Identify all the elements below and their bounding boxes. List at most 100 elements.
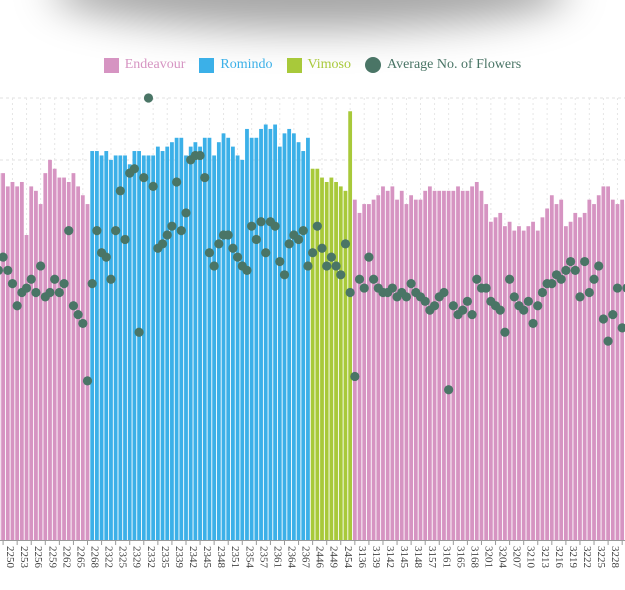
bar-2353[interactable] xyxy=(240,159,245,540)
avg-flowers-point[interactable] xyxy=(612,283,623,293)
avg-flowers-point[interactable] xyxy=(519,305,529,315)
avg-flowers-point[interactable] xyxy=(228,243,238,253)
bar-2365[interactable] xyxy=(296,142,301,540)
avg-flowers-point[interactable] xyxy=(195,150,205,161)
bar-2445[interactable] xyxy=(310,168,315,540)
bar-2324[interactable] xyxy=(104,151,109,541)
bar-2334[interactable] xyxy=(151,155,156,540)
avg-flowers-point[interactable] xyxy=(162,230,172,240)
avg-flowers-point[interactable] xyxy=(129,164,140,174)
bar-3180[interactable] xyxy=(563,226,568,540)
avg-flowers-point[interactable] xyxy=(340,239,351,249)
bar-3143[interactable] xyxy=(390,186,395,540)
avg-flowers-point[interactable] xyxy=(467,309,477,320)
bar-3163[interactable] xyxy=(484,204,489,540)
bar-2326[interactable] xyxy=(113,155,118,540)
avg-flowers-point[interactable] xyxy=(214,239,224,249)
avg-flowers-point[interactable] xyxy=(617,323,625,333)
bar-3179[interactable] xyxy=(559,199,564,540)
avg-flowers-point[interactable] xyxy=(256,217,266,227)
avg-flowers-point[interactable] xyxy=(204,248,215,258)
bar-2342[interactable] xyxy=(188,146,193,540)
bar-2327[interactable] xyxy=(118,155,123,540)
bar-2252[interactable] xyxy=(10,181,15,541)
avg-flowers-point[interactable] xyxy=(598,314,609,324)
bar-2346[interactable] xyxy=(207,137,212,540)
avg-flowers-point[interactable] xyxy=(533,301,543,311)
bar-2348[interactable] xyxy=(216,142,221,540)
bar-3171[interactable] xyxy=(521,230,526,540)
legend-item-endeavour[interactable]: Endeavour xyxy=(103,57,185,73)
bar-2323[interactable] xyxy=(99,155,104,540)
bar-2254[interactable] xyxy=(19,181,24,541)
avg-flowers-point[interactable] xyxy=(345,287,355,298)
bar-3177[interactable] xyxy=(549,195,554,541)
bar-2447[interactable] xyxy=(320,177,324,540)
avg-flowers-point[interactable] xyxy=(87,279,97,289)
bar-3137[interactable] xyxy=(362,204,367,540)
avg-flowers-point[interactable] xyxy=(275,256,285,267)
bar-3165[interactable] xyxy=(493,217,498,540)
avg-flowers-point[interactable] xyxy=(561,265,571,275)
bar-2259[interactable] xyxy=(43,173,48,540)
avg-flowers-point[interactable] xyxy=(401,292,412,302)
bar-3184[interactable] xyxy=(582,212,587,541)
avg-flowers-point[interactable] xyxy=(537,287,548,298)
avg-flowers-point[interactable] xyxy=(31,287,41,298)
avg-flowers-point[interactable] xyxy=(359,283,369,293)
bar-2331[interactable] xyxy=(137,151,141,541)
avg-flowers-point[interactable] xyxy=(350,371,360,382)
bar-3135[interactable] xyxy=(352,199,357,540)
bar-2329[interactable] xyxy=(127,164,132,541)
bar-2339[interactable] xyxy=(174,137,179,540)
bar-2351[interactable] xyxy=(231,146,235,540)
bar-3173[interactable] xyxy=(531,221,535,540)
avg-flowers-point[interactable] xyxy=(0,266,3,275)
avg-flowers-point[interactable] xyxy=(45,287,55,298)
avg-flowers-point[interactable] xyxy=(495,305,505,315)
bar-3183[interactable] xyxy=(578,217,582,540)
avg-flowers-point[interactable] xyxy=(284,239,294,249)
bar-2255[interactable] xyxy=(24,235,29,540)
avg-flowers-point[interactable] xyxy=(575,292,585,302)
bar-3172[interactable] xyxy=(526,226,531,540)
bar-2253[interactable] xyxy=(15,186,20,540)
bar-2264[interactable] xyxy=(66,181,71,541)
avg-flowers-point[interactable] xyxy=(59,279,69,289)
avg-flowers-point[interactable] xyxy=(242,265,252,275)
bar-2360[interactable] xyxy=(273,124,278,541)
avg-flowers-point[interactable] xyxy=(111,226,121,236)
avg-flowers-point[interactable] xyxy=(172,177,182,187)
bar-3162[interactable] xyxy=(479,190,484,540)
avg-flowers-point[interactable] xyxy=(580,256,590,267)
avg-flowers-point[interactable] xyxy=(448,301,458,311)
avg-flowers-point[interactable] xyxy=(106,274,116,284)
avg-flowers-point[interactable] xyxy=(223,230,233,240)
bar-3142[interactable] xyxy=(385,190,390,540)
bar-2344[interactable] xyxy=(198,146,202,540)
bar-2256[interactable] xyxy=(29,186,34,540)
bar-2450[interactable] xyxy=(334,181,338,541)
bar-3144[interactable] xyxy=(395,199,399,540)
bar-3168[interactable] xyxy=(507,221,512,540)
avg-flowers-point[interactable] xyxy=(54,287,64,298)
avg-flowers-point[interactable] xyxy=(261,248,271,258)
bar-2332[interactable] xyxy=(141,155,146,540)
avg-flowers-point[interactable] xyxy=(420,296,430,306)
bar-2338[interactable] xyxy=(170,142,174,540)
bar-2363[interactable] xyxy=(287,128,292,540)
avg-flowers-point[interactable] xyxy=(603,336,613,346)
bar-2262[interactable] xyxy=(57,177,62,540)
avg-flowers-point[interactable] xyxy=(444,385,454,395)
avg-flowers-point[interactable] xyxy=(36,261,46,271)
bar-2257[interactable] xyxy=(34,190,38,540)
bar-2263[interactable] xyxy=(62,177,66,540)
bar-2366[interactable] xyxy=(301,151,306,541)
avg-flowers-point[interactable] xyxy=(120,234,130,245)
avg-flowers-point[interactable] xyxy=(584,287,594,298)
bar-2361[interactable] xyxy=(277,146,282,540)
bar-3169[interactable] xyxy=(512,230,517,540)
bar-3164[interactable] xyxy=(488,221,493,540)
bar-3175[interactable] xyxy=(540,217,545,540)
bar-2343[interactable] xyxy=(193,142,198,540)
